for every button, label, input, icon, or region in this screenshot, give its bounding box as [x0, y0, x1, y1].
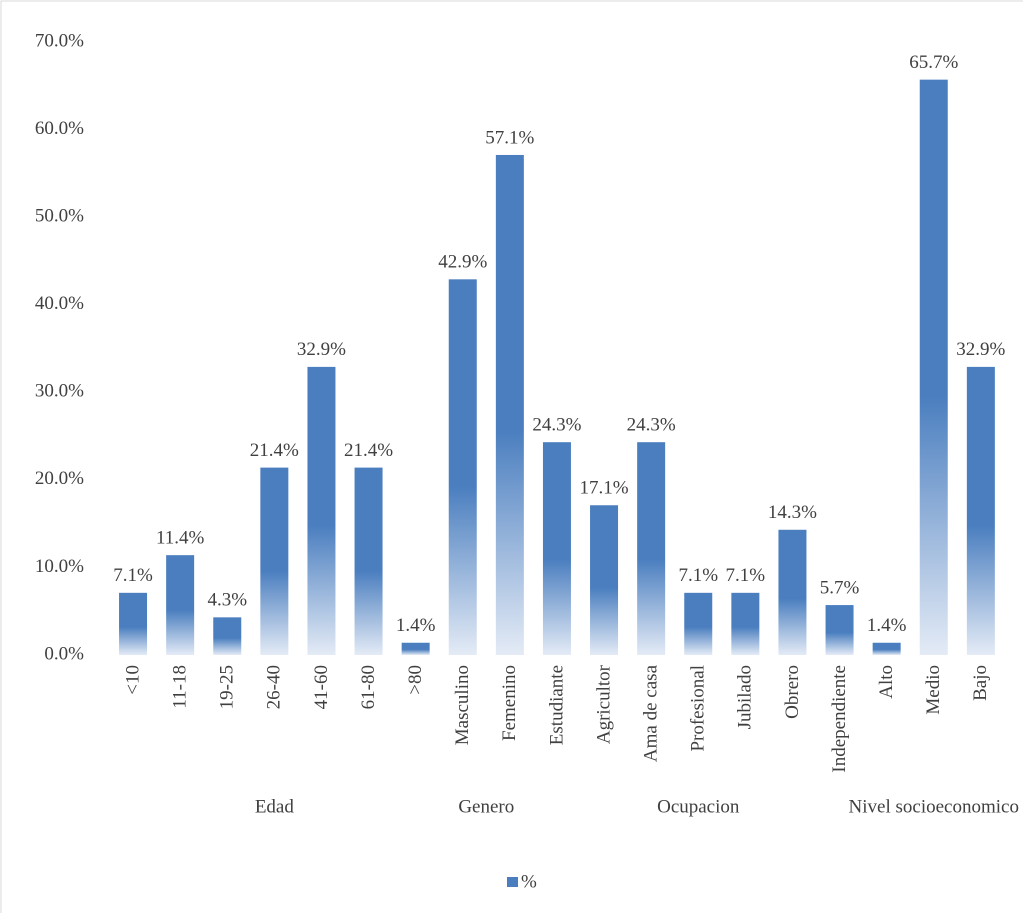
value-label: 21.4% [250, 440, 299, 461]
bar [448, 279, 477, 655]
value-label: 32.9% [956, 339, 1005, 360]
y-tick-label: 30.0% [35, 381, 84, 402]
bar [307, 366, 336, 655]
x-tick-label: 19-25 [217, 665, 238, 709]
value-label: 24.3% [627, 415, 676, 436]
x-tick-label: 61-80 [358, 665, 379, 709]
x-tick-label: >80 [405, 665, 426, 695]
x-tick-label: Ama de casa [641, 664, 662, 762]
value-label: 14.3% [768, 502, 817, 523]
bar [260, 467, 289, 655]
legend-swatch [507, 877, 518, 887]
bar [872, 642, 901, 655]
bar [166, 555, 195, 655]
bar [354, 467, 383, 655]
x-tick-label: Jubilado [735, 665, 756, 729]
value-label: 65.7% [909, 52, 958, 73]
x-tick-label: 41-60 [311, 665, 332, 709]
x-tick-label: Independiente [829, 665, 850, 773]
x-tick-label: Profesional [688, 665, 709, 752]
value-label: 11.4% [156, 528, 205, 549]
x-tick-label: <10 [122, 665, 143, 695]
y-tick-label: 70.0% [35, 30, 84, 51]
legend-label: % [521, 871, 537, 892]
y-tick-label: 0.0% [44, 643, 84, 664]
value-label: 1.4% [867, 615, 907, 636]
x-tick-label: Alto [876, 665, 897, 699]
value-label: 42.9% [438, 252, 487, 273]
group-label: Nivel socioeconomico [849, 796, 1019, 817]
value-label: 21.4% [344, 440, 393, 461]
x-tick-label: Agricultor [593, 664, 614, 744]
y-tick-label: 40.0% [35, 293, 84, 314]
value-label: 57.1% [485, 127, 534, 148]
y-tick-label: 20.0% [35, 468, 84, 489]
group-label: Genero [458, 796, 514, 817]
bar [684, 592, 713, 655]
bar [213, 617, 242, 655]
y-tick-label: 10.0% [35, 556, 84, 577]
x-tick-label: Estudiante [546, 665, 567, 745]
x-tick-label: Masculino [452, 665, 473, 745]
bar [542, 442, 571, 655]
y-tick-label: 50.0% [35, 206, 84, 227]
value-label: 7.1% [113, 565, 153, 586]
x-tick-label: Medio [923, 665, 944, 715]
bar [778, 529, 807, 655]
value-label: 32.9% [297, 339, 346, 360]
group-label: Edad [255, 796, 295, 817]
y-tick-label: 60.0% [35, 118, 84, 139]
bar [590, 505, 619, 655]
x-tick-label: Femenino [499, 665, 520, 741]
x-tick-label: 26-40 [264, 665, 285, 709]
bar [119, 592, 148, 655]
value-label: 24.3% [532, 415, 581, 436]
value-label: 7.1% [678, 565, 718, 586]
x-tick-label: Obrero [782, 665, 803, 719]
x-tick-label: 11-18 [170, 665, 191, 709]
bar [825, 605, 854, 655]
x-tick-label: Bajo [970, 665, 991, 701]
bar [495, 154, 524, 655]
value-label: 4.3% [207, 590, 247, 611]
bar [966, 366, 995, 655]
group-label: Ocupacion [657, 796, 740, 817]
bar [637, 442, 666, 655]
value-label: 7.1% [726, 565, 766, 586]
value-label: 5.7% [820, 577, 860, 598]
bar [401, 642, 430, 655]
value-label: 17.1% [580, 478, 629, 499]
bar [919, 79, 948, 656]
value-label: 1.4% [396, 615, 436, 636]
bar [731, 592, 760, 655]
